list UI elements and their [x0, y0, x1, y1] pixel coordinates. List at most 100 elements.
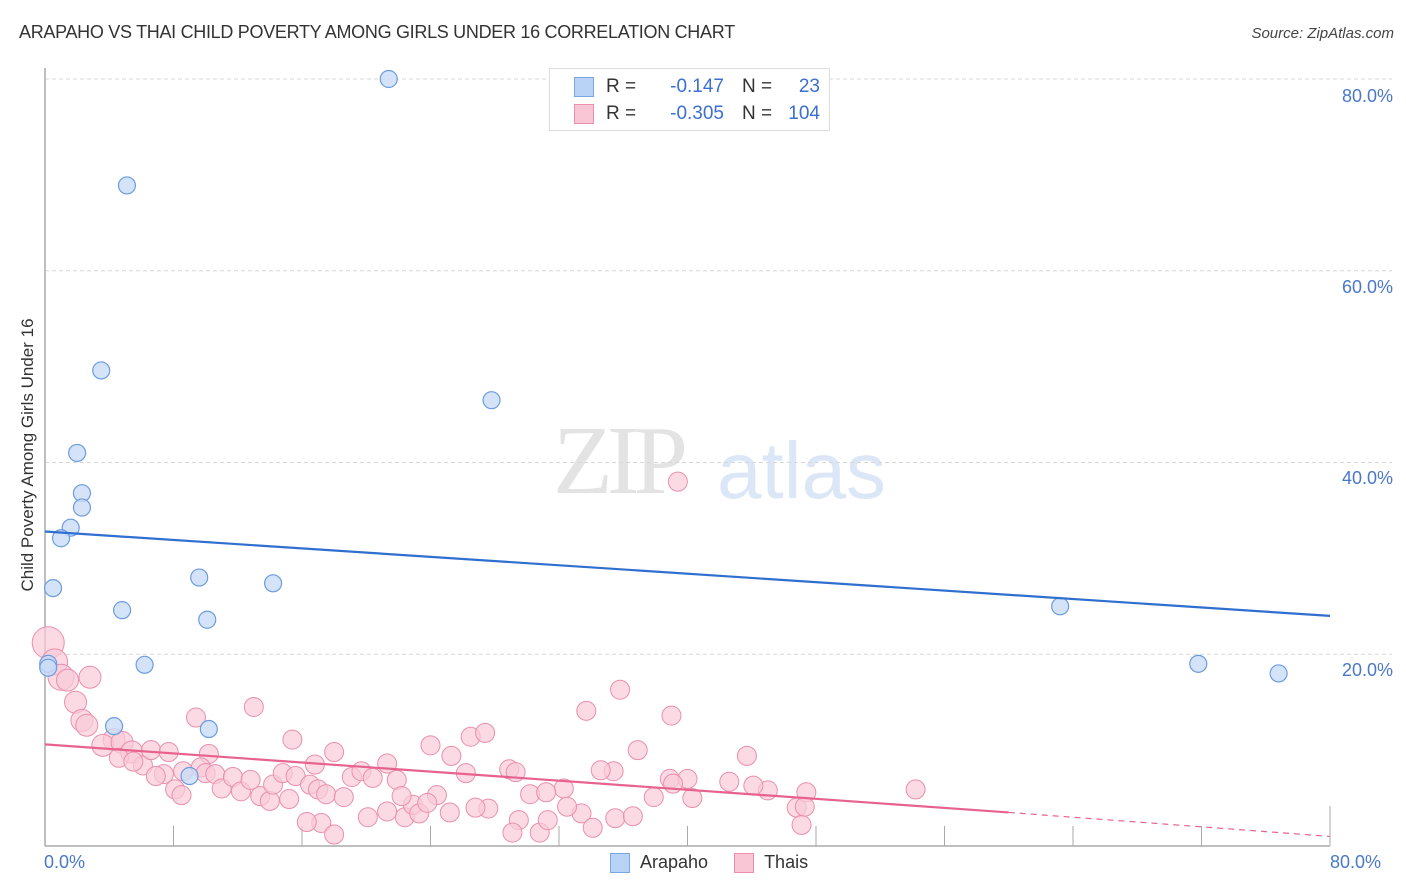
thais-swatch-icon — [734, 852, 755, 873]
thais-swatch-icon — [574, 104, 594, 124]
legend-item-thais[interactable]: Thais — [734, 852, 808, 873]
n-label: N = — [742, 76, 773, 97]
thais-point — [791, 814, 812, 835]
watermark-zip: ZIP — [553, 407, 688, 515]
n-label: N = — [742, 103, 773, 124]
thais-point — [905, 779, 926, 800]
thais-point — [643, 787, 664, 808]
y-tick-20: 20.0% — [1341, 660, 1393, 680]
thais-point — [663, 773, 684, 794]
thais-point — [296, 812, 317, 833]
correlation-legend: R = -0.147 N = 23 R = -0.305 N = 104 — [549, 68, 830, 131]
arapaho-point — [43, 578, 63, 598]
thais-point — [475, 722, 496, 743]
thais-point — [75, 713, 99, 737]
thais-point — [537, 810, 558, 831]
thais-trend-extension — [1008, 811, 1331, 838]
thais-point — [590, 760, 611, 781]
legend-label-thais: Thais — [764, 852, 809, 872]
thais-point — [557, 796, 578, 817]
r-label: R = — [606, 76, 637, 97]
arapaho-point — [180, 766, 199, 786]
source-label: Source: ZipAtlas.com — [1251, 25, 1394, 42]
arapaho-point — [1189, 654, 1208, 673]
arapaho-point — [51, 529, 71, 548]
arapaho-point — [117, 176, 137, 195]
thais-point — [282, 729, 303, 750]
thais-point — [417, 792, 438, 813]
arapaho-trend-line — [44, 530, 1331, 617]
arapaho-point — [72, 498, 92, 517]
arapaho-point — [190, 568, 209, 587]
arapaho-swatch-icon — [610, 852, 630, 873]
y-axis-label: Child Poverty Among Girls Under 16 — [18, 318, 37, 592]
thais-point — [78, 665, 102, 689]
thais-point — [576, 700, 597, 721]
thais-point — [243, 696, 264, 717]
arapaho-point — [39, 658, 58, 677]
thais-point — [536, 782, 557, 803]
thais-point — [324, 824, 345, 845]
thais-point — [362, 767, 383, 788]
chart-title: ARAPAHO VS THAI CHILD POVERTY AMONG GIRL… — [19, 22, 735, 42]
arapaho-point — [135, 655, 154, 674]
arapaho-point — [112, 601, 132, 620]
arapaho-point — [198, 610, 217, 629]
arapaho-point — [1051, 597, 1070, 616]
thais-point — [682, 788, 703, 809]
series-legend: Arapaho Thais — [610, 852, 834, 873]
arapaho-point — [263, 574, 283, 593]
thais-point — [743, 775, 764, 796]
thais-point — [502, 822, 523, 843]
thais-point — [439, 802, 460, 823]
n-value: 23 — [798, 76, 820, 97]
arapaho-point — [68, 443, 87, 463]
thais-point — [391, 786, 412, 807]
thais-point — [316, 784, 337, 805]
legend-item-arapaho[interactable]: Arapaho — [610, 852, 708, 873]
thais-point — [661, 705, 682, 726]
thais-point — [622, 806, 643, 827]
thais-point — [465, 797, 486, 818]
arapaho-point — [199, 719, 218, 739]
y-tick-80: 80.0% — [1341, 86, 1393, 106]
thais-point — [610, 679, 631, 700]
y-tick-40: 40.0% — [1341, 468, 1393, 488]
thais-point — [145, 766, 166, 787]
thais-point — [719, 771, 740, 792]
thais-point — [377, 753, 398, 774]
arapaho-point — [379, 69, 398, 89]
thais-point — [240, 769, 261, 790]
thais-trend-line — [44, 743, 1009, 814]
thais-point — [377, 801, 398, 822]
thais-point — [441, 745, 462, 766]
x-tick-80: 80.0% — [1330, 852, 1382, 872]
r-value: -0.147 — [670, 76, 724, 97]
thais-point — [141, 740, 162, 761]
thais-point — [420, 735, 441, 756]
thais-point — [605, 808, 626, 829]
legend-row-thais: R = -0.305 N = 104 — [574, 102, 820, 126]
thais-point — [123, 751, 144, 772]
arapaho-point — [92, 361, 111, 380]
legend-row-arapaho: R = -0.147 N = 23 — [574, 75, 820, 99]
thais-point — [736, 745, 757, 766]
arapaho-point — [482, 391, 501, 410]
thais-point — [667, 471, 688, 492]
thais-point — [185, 707, 206, 728]
x-tick-0: 0.0% — [44, 852, 86, 872]
thais-point — [794, 796, 815, 817]
thais-point — [627, 740, 648, 761]
r-value: -0.305 — [670, 103, 724, 124]
thais-point — [333, 787, 354, 808]
n-value: 104 — [788, 103, 820, 124]
thais-point — [324, 742, 345, 763]
arapaho-point — [104, 717, 124, 736]
thais-point — [171, 785, 192, 806]
thais-point — [279, 789, 300, 810]
legend-label-arapaho: Arapaho — [640, 852, 709, 872]
arapaho-point — [1269, 664, 1288, 683]
y-tick-60: 60.0% — [1341, 277, 1393, 297]
watermark-atlas: atlas — [717, 426, 886, 515]
